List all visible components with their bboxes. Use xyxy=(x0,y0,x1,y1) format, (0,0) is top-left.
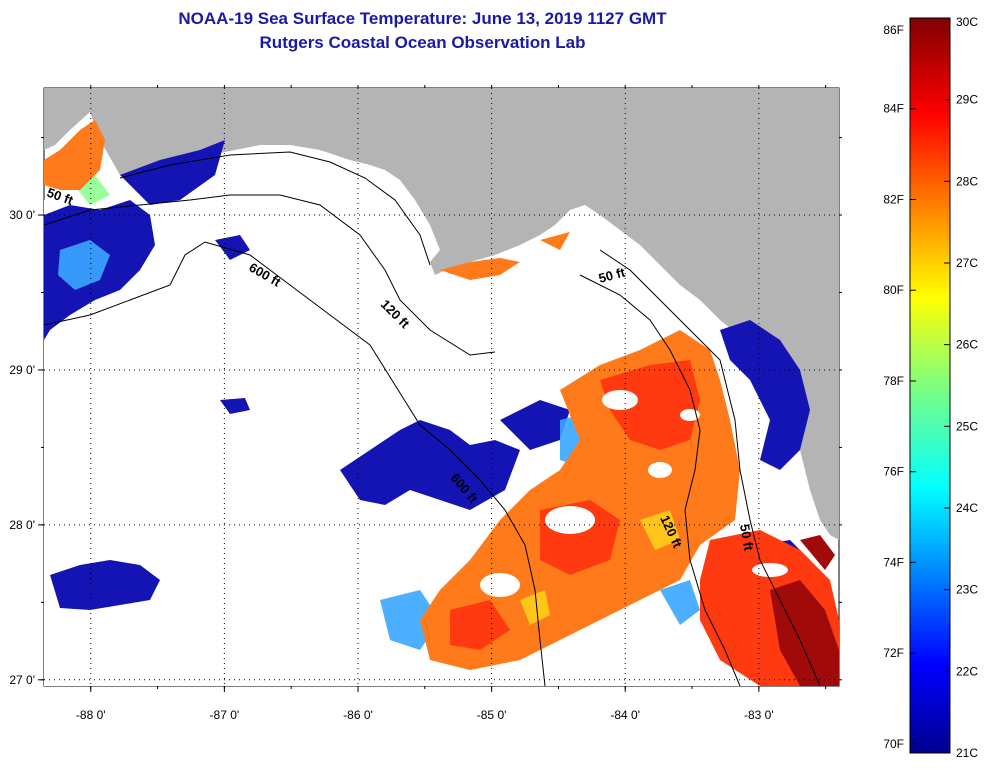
colorbar-c-label: 26C xyxy=(956,338,978,352)
map-subtitle: Rutgers Coastal Ocean Observation Lab xyxy=(259,33,586,52)
lat-tick-label: 30 0' xyxy=(9,208,35,222)
land-area xyxy=(44,88,839,540)
lat-tick-label: 28 0' xyxy=(9,518,35,532)
colorbar-f-label: 70F xyxy=(883,737,904,751)
colorbar-c-label: 25C xyxy=(956,419,978,433)
colorbar-f-label: 86F xyxy=(883,23,904,37)
colorbar-c-label: 23C xyxy=(956,583,978,597)
colorbar-f-label: 76F xyxy=(883,465,904,479)
lon-tick-label: -87 0' xyxy=(210,708,240,722)
lon-tick-label: -84 0' xyxy=(610,708,640,722)
map-title: NOAA-19 Sea Surface Temperature: June 13… xyxy=(178,9,667,28)
colorbar-c-label: 29C xyxy=(956,93,978,107)
lon-tick-label: -88 0' xyxy=(76,708,106,722)
colorbar-c-label: 27C xyxy=(956,256,978,270)
colorbar-f-label: 74F xyxy=(883,555,904,569)
colorbar-c-label: 28C xyxy=(956,174,978,188)
colorbar-c-label: 30C xyxy=(956,15,978,29)
isobath-600ft-west xyxy=(44,241,546,686)
colorbar-c-label: 22C xyxy=(956,664,978,678)
colorbar-f-label: 78F xyxy=(883,374,904,388)
isobath-120ft-east xyxy=(579,274,741,686)
isobath-50ft-north xyxy=(119,151,431,266)
colorbar xyxy=(909,17,951,754)
colorbar-f-label: 72F xyxy=(883,646,904,660)
lon-tick-label: -85 0' xyxy=(477,708,507,722)
lat-tick-label: 29 0' xyxy=(9,363,35,377)
contour-label-50ft-north: 50 ft xyxy=(597,264,627,286)
colorbar-f-label: 84F xyxy=(883,102,904,116)
colorbar-f-label: 82F xyxy=(883,192,904,206)
colorbar-c-label: 24C xyxy=(956,501,978,515)
lat-tick-label: 27 0' xyxy=(9,673,35,687)
isobath-120ft-west xyxy=(44,194,496,356)
isobath-50ft-east xyxy=(599,249,821,686)
colorbar-c-label: 21C xyxy=(956,746,978,760)
contour-label-50ft-east: 50 ft xyxy=(737,523,757,553)
lon-tick-label: -86 0' xyxy=(343,708,373,722)
lon-tick-label: -83 0' xyxy=(744,708,774,722)
colorbar-f-label: 80F xyxy=(883,283,904,297)
